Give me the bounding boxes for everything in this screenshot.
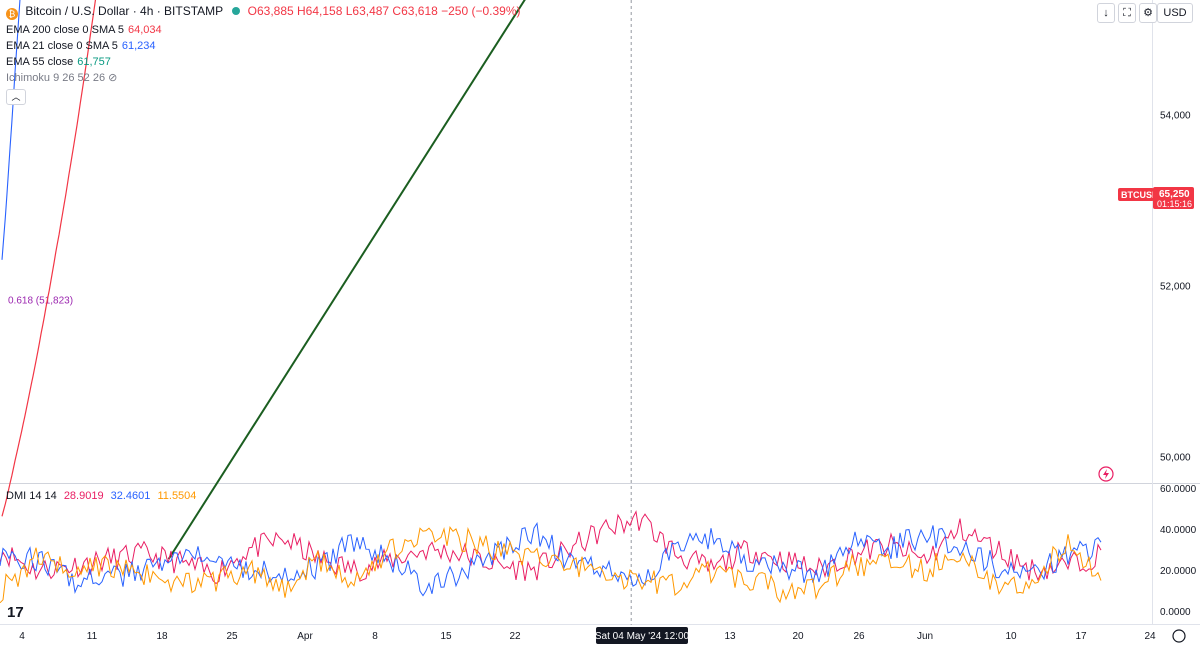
indicator-value: 64,034 — [128, 24, 162, 36]
indicator-value: 61,234 — [121, 40, 156, 52]
dmi-plus-value: 28.9019 — [63, 490, 104, 502]
time-tick-label: 25 — [226, 631, 238, 642]
time-tick-label: Jun — [917, 631, 933, 642]
indicator-label: EMA 21 close 0 SMA 5 — [6, 40, 118, 52]
indicator-ema21[interactable]: EMA 21 close 0 SMA 5 61,234 — [6, 39, 156, 53]
time-tick-label: 22 — [509, 631, 521, 642]
price-tick-label: 50,000 — [1160, 453, 1191, 464]
ohlc-values: O63,885 H64,158 L63,487 C63,618 −250 (−0… — [247, 4, 521, 18]
dmi-tick-label: 20.0000 — [1160, 566, 1197, 577]
dmi-series-line — [0, 510, 1102, 585]
bitcoin-logo-icon: ₿ — [6, 8, 18, 20]
arrow-down-icon[interactable]: ↓ — [1097, 3, 1115, 23]
time-tick-label: 8 — [372, 631, 378, 642]
trend-line — [167, 0, 526, 560]
dmi-tick-label: 40.0000 — [1160, 525, 1197, 536]
indicator-ema55[interactable]: EMA 55 close 61,757 — [6, 55, 111, 69]
time-tick-label: 15 — [440, 631, 452, 642]
current-price-label: 65,250 — [1159, 189, 1190, 200]
adx-value: 11.5504 — [157, 490, 197, 502]
dmi-label: DMI 14 14 — [6, 490, 57, 502]
countdown-label: 01:15:16 — [1157, 199, 1192, 209]
indicator-ema200[interactable]: EMA 200 close 0 SMA 5 64,034 — [6, 23, 162, 37]
chart-header: ₿ Bitcoin / U.S. Dollar · 4h · BITSTAMP … — [6, 4, 521, 20]
indicator-value: 61,757 — [77, 56, 111, 68]
time-tick-label: Apr — [297, 631, 313, 642]
time-tick-label: 13 — [724, 631, 736, 642]
symbol-tag-bg — [1118, 188, 1154, 201]
time-tick-label: 20 — [792, 631, 804, 642]
dmi-tick-label: 0.0000 — [1160, 607, 1191, 618]
dmi-series-line — [0, 521, 1102, 597]
dmi-tick-label: 60.0000 — [1160, 484, 1197, 495]
gear-icon[interactable]: ⚙ — [1139, 3, 1157, 23]
time-tick-label: 11 — [87, 631, 98, 642]
time-tick-label: 18 — [156, 631, 168, 642]
time-tick-label: 10 — [1005, 631, 1017, 642]
time-tick-label: 26 — [853, 631, 865, 642]
crosshair-time-label: Sat 04 May '24 12:00 — [595, 631, 690, 642]
tradingview-logo: 17 — [7, 604, 24, 621]
dmi-legend[interactable]: DMI 14 14 28.9019 32.4601 11.5504 — [6, 489, 196, 503]
time-tick-label: 17 — [1075, 631, 1087, 642]
currency-select[interactable]: USD — [1157, 3, 1193, 23]
chevron-up-icon[interactable]: ︿ — [6, 89, 26, 105]
symbol-tag: BTCUSD — [1121, 190, 1159, 200]
symbol-title[interactable]: Bitcoin / U.S. Dollar · 4h · BITSTAMP — [25, 4, 223, 18]
visibility-hidden-icon[interactable]: ⊘ — [108, 72, 118, 84]
current-price-bg — [1153, 187, 1194, 209]
settings-gear-icon — [1172, 629, 1186, 643]
price-tick-label: 52,000 — [1160, 282, 1191, 293]
indicator-label: EMA 55 close — [6, 56, 74, 68]
price-tick-label: 54,000 — [1160, 111, 1191, 122]
lightning-icon-bolt — [1103, 469, 1109, 479]
crosshair-time-bg — [596, 627, 688, 644]
dmi-series-line — [0, 526, 1102, 604]
dmi-minus-value: 32.4601 — [110, 490, 151, 502]
time-tick-label: 24 — [1144, 631, 1156, 642]
indicator-label: EMA 200 close 0 SMA 5 — [6, 24, 125, 36]
indicator-ichimoku[interactable]: Ichimoku 9 26 52 26 ⊘ — [6, 71, 117, 85]
fib-level-label: 0.618 (51,823) — [8, 296, 73, 307]
fullscreen-icon[interactable]: ⛶ — [1118, 3, 1136, 23]
lightning-icon — [1098, 466, 1114, 482]
market-status-icon — [232, 7, 241, 15]
time-tick-label: 4 — [19, 631, 25, 642]
indicator-label: Ichimoku 9 26 52 26 — [6, 72, 106, 84]
